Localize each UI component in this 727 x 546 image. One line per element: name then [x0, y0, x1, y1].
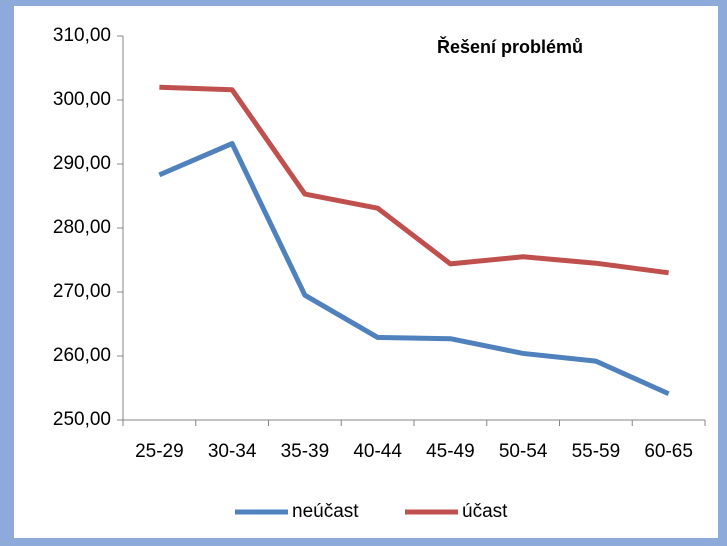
x-tick-label: 35-39	[281, 441, 330, 462]
series-line	[159, 84, 669, 276]
x-tick-label: 30-34	[208, 441, 257, 462]
y-tick-label: 290,00	[53, 153, 111, 174]
y-tick-label: 300,00	[53, 89, 111, 110]
y-tick-label: 270,00	[53, 281, 111, 302]
y-tick-label: 310,00	[53, 25, 111, 46]
x-tick-label: 25-29	[135, 441, 184, 462]
legend-label: účast	[462, 501, 508, 522]
chart-background	[14, 6, 718, 538]
x-tick-label: 50-54	[499, 441, 548, 462]
series-line	[158, 141, 670, 397]
legend-label: neúčast	[292, 501, 359, 522]
x-tick-label: 55-59	[572, 441, 621, 462]
x-tick-label: 45-49	[426, 441, 475, 462]
y-tick-label: 250,00	[53, 409, 111, 430]
y-tick-label: 280,00	[53, 217, 111, 238]
y-tick-label: 260,00	[53, 345, 111, 366]
x-tick-label: 40-44	[353, 441, 402, 462]
x-tick-label: 60-65	[644, 441, 693, 462]
chart-title: Řešení problémů	[437, 36, 583, 57]
